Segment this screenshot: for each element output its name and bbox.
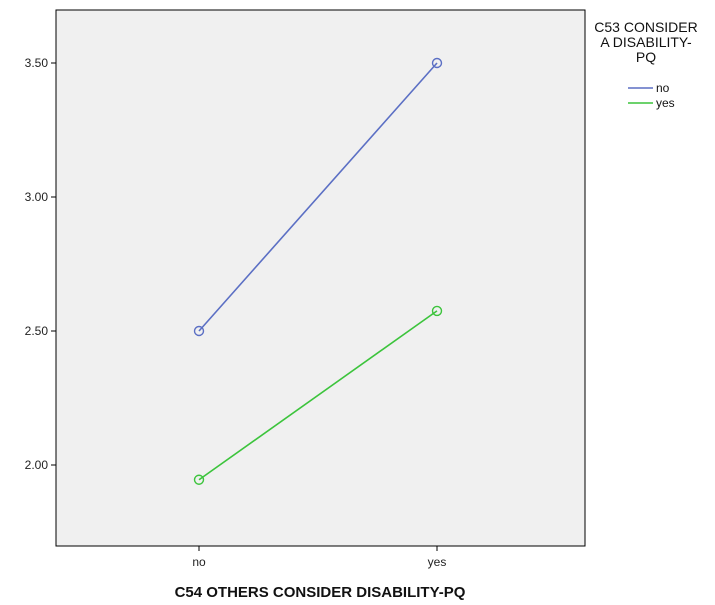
y-tick-label: 3.50 bbox=[25, 56, 49, 70]
data-point bbox=[431, 305, 443, 317]
legend-title-line-1: C53 CONSIDER bbox=[594, 19, 697, 35]
series-layer bbox=[193, 57, 443, 485]
legend-title-line-3: PQ bbox=[636, 49, 656, 65]
y-tick-label: 3.00 bbox=[25, 190, 49, 204]
y-tick-label: 2.50 bbox=[25, 324, 49, 338]
data-point bbox=[431, 57, 443, 69]
legend-title-line-2: A DISABILITY- bbox=[600, 34, 692, 50]
series-line-no bbox=[198, 62, 438, 332]
series-line-yes bbox=[198, 310, 438, 481]
plot-area bbox=[55, 9, 586, 547]
x-axis-label: C54 OTHERS CONSIDER DISABILITY-PQ bbox=[175, 584, 466, 601]
y-axis: 2.00 2.50 3.00 3.50 bbox=[25, 56, 56, 472]
legend-label-yes: yes bbox=[656, 96, 675, 110]
data-point bbox=[193, 325, 205, 337]
x-axis: no yes bbox=[192, 546, 446, 569]
legend-label-no: no bbox=[656, 81, 670, 95]
data-point bbox=[193, 474, 205, 485]
x-tick-label: no bbox=[192, 555, 206, 569]
x-tick-label: yes bbox=[428, 555, 447, 569]
y-tick-label: 2.00 bbox=[25, 458, 49, 472]
